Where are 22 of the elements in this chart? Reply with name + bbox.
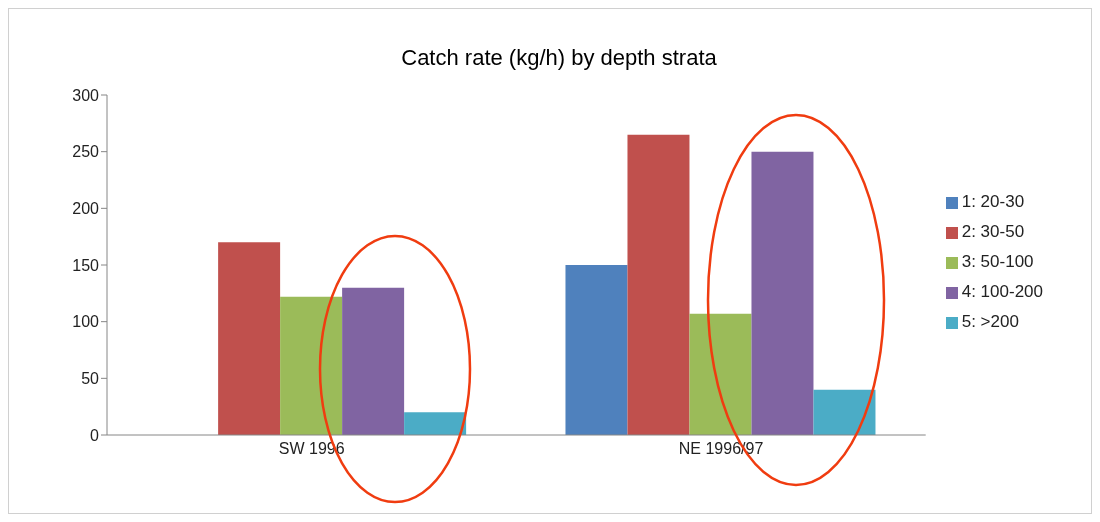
legend-label: 2: 30-50 bbox=[961, 222, 1025, 241]
bar bbox=[627, 134, 690, 435]
y-tick-label: 0 bbox=[90, 426, 100, 444]
y-tick-label: 300 bbox=[72, 86, 100, 104]
bar bbox=[689, 313, 752, 435]
bar bbox=[813, 389, 876, 435]
legend-label: 4: 100-200 bbox=[961, 282, 1043, 301]
bar bbox=[342, 287, 405, 435]
bar bbox=[280, 296, 343, 435]
legend-label: 3: 50-100 bbox=[961, 252, 1034, 271]
y-tick-label: 200 bbox=[72, 200, 100, 218]
bar bbox=[565, 265, 628, 435]
chart-title: Catch rate (kg/h) by depth strata bbox=[400, 45, 718, 71]
y-tick-label: 100 bbox=[72, 313, 100, 331]
legend-label: 5: >200 bbox=[961, 312, 1019, 331]
y-tick-label: 50 bbox=[81, 370, 100, 388]
bar bbox=[218, 242, 281, 435]
bar bbox=[751, 151, 814, 435]
y-tick-label: 250 bbox=[72, 143, 100, 161]
bar bbox=[404, 412, 467, 435]
y-tick-label: 150 bbox=[72, 256, 100, 274]
legend-label: 1: 20-30 bbox=[961, 192, 1025, 211]
